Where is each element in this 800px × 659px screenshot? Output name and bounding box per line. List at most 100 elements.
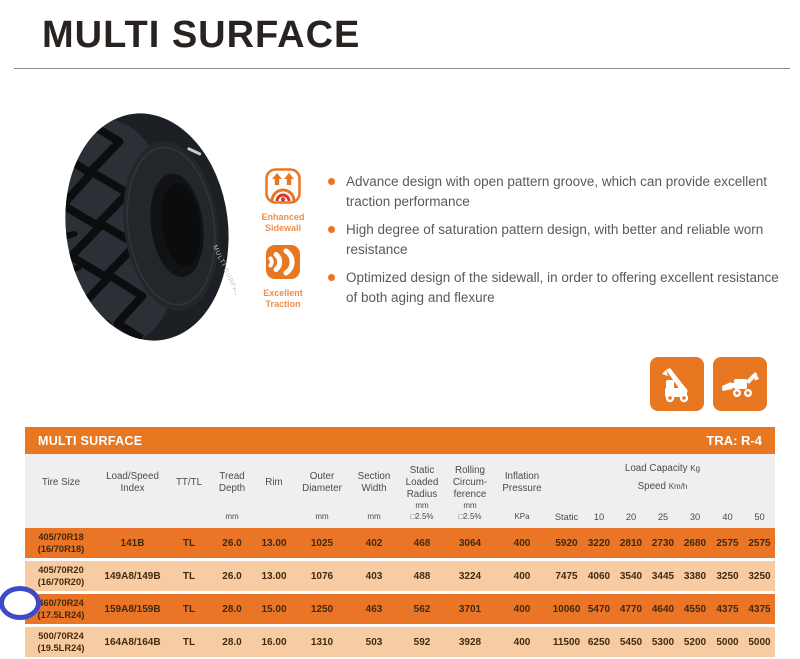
- cell-tire-size: 405/70R18 (16/70R18): [25, 531, 97, 555]
- feature-item: Optimized design of the sidewall, in ord…: [328, 268, 780, 307]
- cell-tire-size: 460/70R24 (17.5LR24): [25, 597, 97, 621]
- cell-tire-size: 405/70R20 (16/70R20): [25, 564, 97, 588]
- cell-section: 403: [365, 570, 383, 582]
- col-unit: mm: [315, 511, 329, 521]
- col-outer-diameter: Outer Diameter mm: [294, 454, 350, 528]
- cell-load: 5200: [683, 636, 707, 648]
- cell-load: 2810: [619, 537, 643, 549]
- speed-col: 10: [593, 512, 605, 522]
- cell-load: 5450: [619, 636, 643, 648]
- cell-outer: 1310: [310, 636, 334, 648]
- feature-text: Optimized design of the sidewall, in ord…: [346, 270, 779, 305]
- cell-tread: 26.0: [222, 537, 242, 549]
- tire-size-alt: (19.5LR24): [37, 643, 85, 653]
- col-unit: Km/h: [668, 482, 688, 491]
- tra-code: TRA: R-4: [706, 433, 762, 448]
- cell-tt-tl: TL: [182, 603, 196, 615]
- table-row: 500/70R24 (19.5LR24) 164A8/164B TL 28.0 …: [25, 627, 775, 657]
- cell-load: 4550: [683, 603, 707, 615]
- table-row: 405/70R18 (16/70R18) 141B TL 26.0 13.00 …: [25, 528, 775, 558]
- cell-circumference: 3928: [458, 636, 482, 648]
- col-load-speed-index: Load/Speed Index: [106, 471, 159, 494]
- col-rolling-circumference: Rolling Circum- ference mm □2.5%: [446, 454, 494, 528]
- cell-load: 5000: [716, 636, 739, 648]
- cell-tt-tl: TL: [182, 636, 196, 648]
- load-capacity-label: Load Capacity Kg: [550, 463, 775, 474]
- cell-rim: 13.00: [261, 537, 287, 549]
- col-label: Rolling Circum- ference: [452, 465, 488, 500]
- col-unit: mm □2.5%: [458, 501, 482, 521]
- application-icons: [650, 357, 767, 411]
- feature-list: Advance design with open pattern groove,…: [328, 172, 780, 316]
- badge-label: Enhanced Sidewall: [261, 212, 305, 233]
- feature-text: High degree of saturation pattern design…: [346, 222, 764, 257]
- cell-circumference: 3064: [458, 537, 482, 549]
- col-static-loaded-radius: Static Loaded Radius mm □2.5%: [398, 454, 446, 528]
- col-rim: Rim: [265, 477, 283, 489]
- cell-radius: 592: [413, 636, 431, 648]
- col-unit: mm □2.5%: [410, 501, 434, 521]
- cell-load: 6250: [587, 636, 611, 648]
- badge-enhanced-sidewall: Enhanced Sidewall: [254, 168, 312, 234]
- cell-pressure: 400: [513, 570, 531, 582]
- cell-tire-size: 500/70R24 (19.5LR24): [25, 630, 97, 654]
- speed-col: 25: [657, 512, 669, 522]
- speed-label: Speed Km/h: [550, 481, 775, 492]
- cell-load: 2575: [748, 537, 771, 549]
- tire-size: 460/70R24: [38, 597, 84, 608]
- annotation-circle: [0, 586, 41, 620]
- cell-circumference: 3701: [458, 603, 482, 615]
- bullet-icon: [328, 274, 335, 282]
- cell-tread: 28.0: [222, 636, 242, 648]
- cell-rim: 16.00: [261, 636, 287, 648]
- cell-rim: 13.00: [261, 570, 287, 582]
- cell-load: 3380: [683, 570, 707, 582]
- cell-load: 4375: [716, 603, 739, 615]
- excellent-traction-icon: [266, 245, 300, 279]
- cell-load: 11500: [552, 636, 581, 648]
- cell-load: 3250: [748, 570, 771, 582]
- col-label: Inflation Pressure: [502, 471, 542, 494]
- cell-load: 4375: [748, 603, 771, 615]
- table-header: Tire Size Load/Speed Index TT/TL Tread D…: [25, 454, 775, 528]
- cell-radius: 562: [413, 603, 431, 615]
- cell-pressure: 400: [513, 636, 531, 648]
- cell-load: 3445: [651, 570, 675, 582]
- feature-text: Advance design with open pattern groove,…: [346, 174, 768, 209]
- title-divider: [14, 68, 790, 69]
- backhoe-loader-icon: [713, 357, 767, 411]
- tire-size: 500/70R24: [38, 630, 84, 641]
- col-label: Speed: [637, 481, 666, 492]
- speed-col: 20: [625, 512, 637, 522]
- col-label: Static Loaded Radius: [405, 465, 439, 500]
- enhanced-sidewall-icon: [265, 168, 301, 204]
- cell-load: 4060: [587, 570, 611, 582]
- table-row-highlighted: 460/70R24 (17.5LR24) 159A8/159B TL 28.0 …: [25, 594, 775, 624]
- cell-load: 4640: [651, 603, 675, 615]
- col-inflation-pressure: Inflation Pressure KPa: [494, 454, 550, 528]
- tire-size: 405/70R20: [38, 564, 84, 575]
- table-title-band: MULTI SURFACE TRA: R-4: [25, 427, 775, 454]
- cell-outer: 1250: [310, 603, 334, 615]
- cell-load: 10060: [552, 603, 581, 615]
- col-tread-depth: Tread Depth mm: [210, 454, 254, 528]
- cell-load: 2730: [651, 537, 675, 549]
- cell-load: 5300: [651, 636, 675, 648]
- feature-item: Advance design with open pattern groove,…: [328, 172, 780, 211]
- cell-pressure: 400: [513, 603, 531, 615]
- tire-size-alt: (17.5LR24): [37, 610, 85, 620]
- cell-outer: 1025: [310, 537, 334, 549]
- page-title: MULTI SURFACE: [42, 14, 361, 56]
- cell-load: 4770: [619, 603, 643, 615]
- cell-load-speed: 159A8/159B: [104, 603, 161, 615]
- cell-load-speed: 141B: [120, 537, 145, 549]
- cell-load: 2575: [716, 537, 739, 549]
- bullet-icon: [328, 178, 335, 185]
- cell-tread: 28.0: [222, 603, 242, 615]
- table-title: MULTI SURFACE: [38, 433, 143, 448]
- tire-size: 405/70R18: [38, 531, 84, 542]
- badge-excellent-traction: Excellent Traction: [254, 244, 312, 310]
- speed-col: 30: [689, 512, 701, 522]
- feature-item: High degree of saturation pattern design…: [328, 220, 780, 259]
